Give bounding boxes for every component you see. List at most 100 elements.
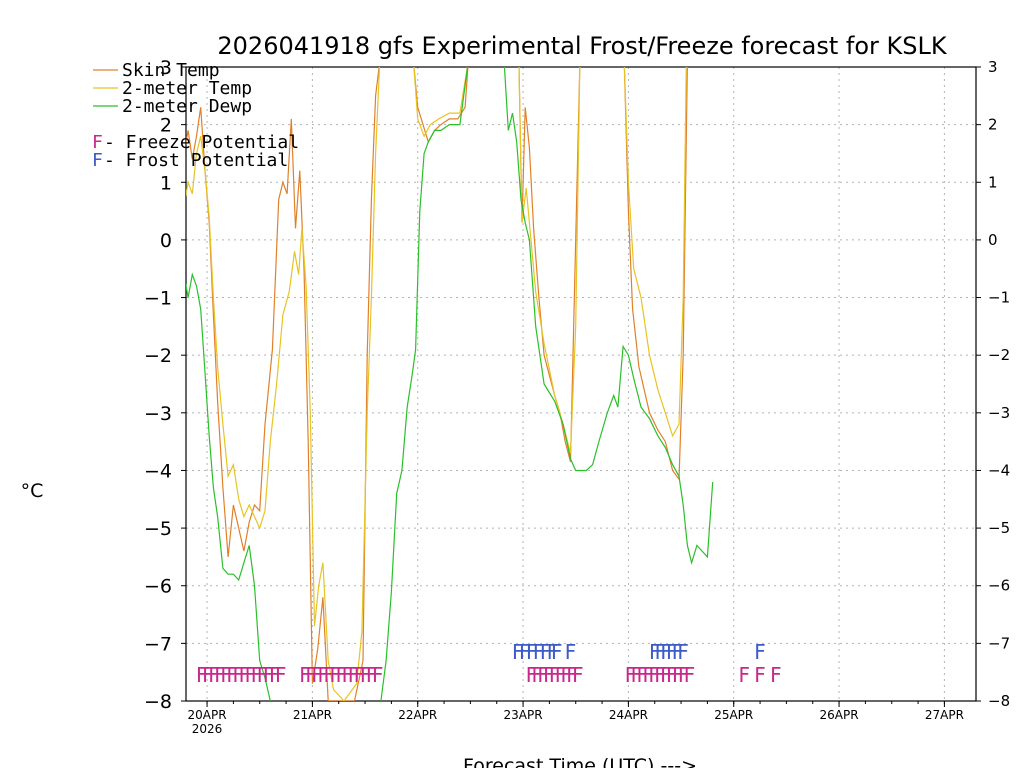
freeze-marker: F: [348, 663, 360, 687]
y-tick-label: 0: [160, 230, 172, 252]
freeze-marker: F: [202, 663, 214, 687]
legend-marker-letter: F: [92, 132, 103, 153]
series-line-2-meter-dewp: [503, 67, 714, 565]
freeze-marker: F: [299, 663, 311, 687]
series-line-2-meter-dewp: [186, 272, 271, 701]
y-tick-label: 1: [160, 172, 172, 194]
x-tick-label: 21APR: [293, 708, 332, 722]
x-tick-label: 26APR: [820, 708, 859, 722]
x-axis-label: Forecast Time (UTC) --->: [463, 755, 697, 768]
freeze-marker: F: [360, 663, 372, 687]
y-tick-label-right: 2: [988, 116, 998, 134]
freeze-marker: F: [275, 663, 287, 687]
freeze-marker: F: [196, 663, 208, 687]
freeze-marker: F: [330, 663, 342, 687]
freeze-marker: F: [549, 663, 561, 687]
y-tick-label: −8: [144, 691, 172, 713]
freeze-marker: F: [372, 663, 384, 687]
y-tick-label: −3: [144, 403, 172, 425]
series-line-2-meter-temp: [413, 67, 468, 138]
series-line-skin-temp: [518, 67, 581, 462]
x-tick-label: 23APR: [504, 708, 543, 722]
legend-label: 2-meter Temp: [122, 78, 252, 99]
legend-marker-label: - Freeze Potential: [104, 132, 299, 153]
frost-marker: F: [649, 640, 661, 664]
legend-label: Skin Temp: [122, 60, 220, 81]
y-tick-label-right: 0: [988, 231, 998, 249]
freeze-marker: F: [739, 663, 751, 687]
frost-marker: F: [512, 640, 524, 664]
x-tick-label: 20APR: [188, 708, 227, 722]
freeze-marker: F: [537, 663, 549, 687]
y-tick-label-right: −4: [988, 461, 1010, 479]
y-tick-label-right: −8: [988, 692, 1010, 710]
series-line-2-meter-temp: [186, 67, 381, 701]
axes: −8 −8 −7 −7 −6 −6 −5 −5 −4 −4 −3 −3 −2 −2 −1 −1 0 0 1 1 2 2 3 3…: [144, 57, 1010, 736]
frost-marker: F: [551, 640, 563, 664]
x-tick-label: 27APR: [925, 708, 964, 722]
freeze-marker: F: [642, 663, 654, 687]
y-tick-label-right: −7: [988, 634, 1010, 652]
plot-frame: [185, 66, 977, 702]
x-tick-label: 24APR: [609, 708, 648, 722]
freeze-marker: F: [317, 663, 329, 687]
series-line-skin-temp: [623, 67, 688, 481]
freeze-marker: F: [251, 663, 263, 687]
y-tick-label-right: 1: [988, 173, 998, 191]
legend-label: 2-meter Dewp: [122, 96, 252, 117]
y-tick-label-right: −6: [988, 577, 1010, 595]
y-tick-label: −7: [144, 633, 172, 655]
freeze-marker: F: [560, 663, 572, 687]
series-line-2-meter-temp: [518, 67, 581, 454]
freeze-marker: F: [532, 663, 544, 687]
freeze-marker: F: [305, 663, 317, 687]
frost-marker: F: [660, 640, 672, 664]
legend-marker-letter: F: [92, 150, 103, 171]
frost-marker: F: [526, 640, 538, 664]
freeze-marker: F: [366, 663, 378, 687]
frost-marker: F: [565, 640, 577, 664]
y-axis-label: °C: [21, 480, 44, 502]
freeze-marker: F: [660, 663, 672, 687]
freeze-marker: F: [648, 663, 660, 687]
freeze-marker: F: [257, 663, 269, 687]
legend-marker-label: - Frost Potential: [104, 150, 288, 171]
grid: [186, 67, 976, 701]
y-tick-label: −5: [144, 518, 172, 540]
chart-title: 2026041918 gfs Experimental Frost/Freeze…: [217, 32, 947, 60]
y-tick-label: −6: [144, 576, 172, 598]
freeze-marker: F: [555, 663, 567, 687]
freeze-marker: F: [263, 663, 275, 687]
frost-marker: F: [754, 640, 766, 664]
freeze-marker: F: [354, 663, 366, 687]
y-tick-label-right: 3: [988, 58, 998, 76]
freeze-marker: F: [245, 663, 257, 687]
y-tick-label: −4: [144, 460, 172, 482]
y-tick-label-right: −1: [988, 289, 1010, 307]
y-tick-label: 2: [160, 115, 172, 137]
freeze-marker: F: [637, 663, 649, 687]
x-tick-sublabel: 2026: [192, 722, 223, 736]
freeze-marker: F: [233, 663, 245, 687]
frost-marker: F: [519, 640, 531, 664]
freeze-marker: F: [631, 663, 643, 687]
freeze-marker: F: [311, 663, 323, 687]
freeze-marker: F: [625, 663, 637, 687]
x-tick-label: 22APR: [398, 708, 437, 722]
y-tick-label: 3: [160, 57, 172, 79]
freeze-marker: F: [214, 663, 226, 687]
freeze-marker: F: [239, 663, 251, 687]
y-tick-label-right: −3: [988, 404, 1010, 422]
frost-marker: F: [540, 640, 552, 664]
frost-marker: F: [666, 640, 678, 664]
frost-marker: F: [533, 640, 545, 664]
series-line-2-meter-dewp: [380, 67, 469, 701]
freeze-marker: F: [770, 663, 782, 687]
freeze-marker: F: [226, 663, 238, 687]
freeze-marker: F: [566, 663, 578, 687]
y-tick-label-right: −5: [988, 519, 1010, 537]
series-lines: [186, 67, 714, 701]
y-tick-label: −1: [144, 288, 172, 310]
